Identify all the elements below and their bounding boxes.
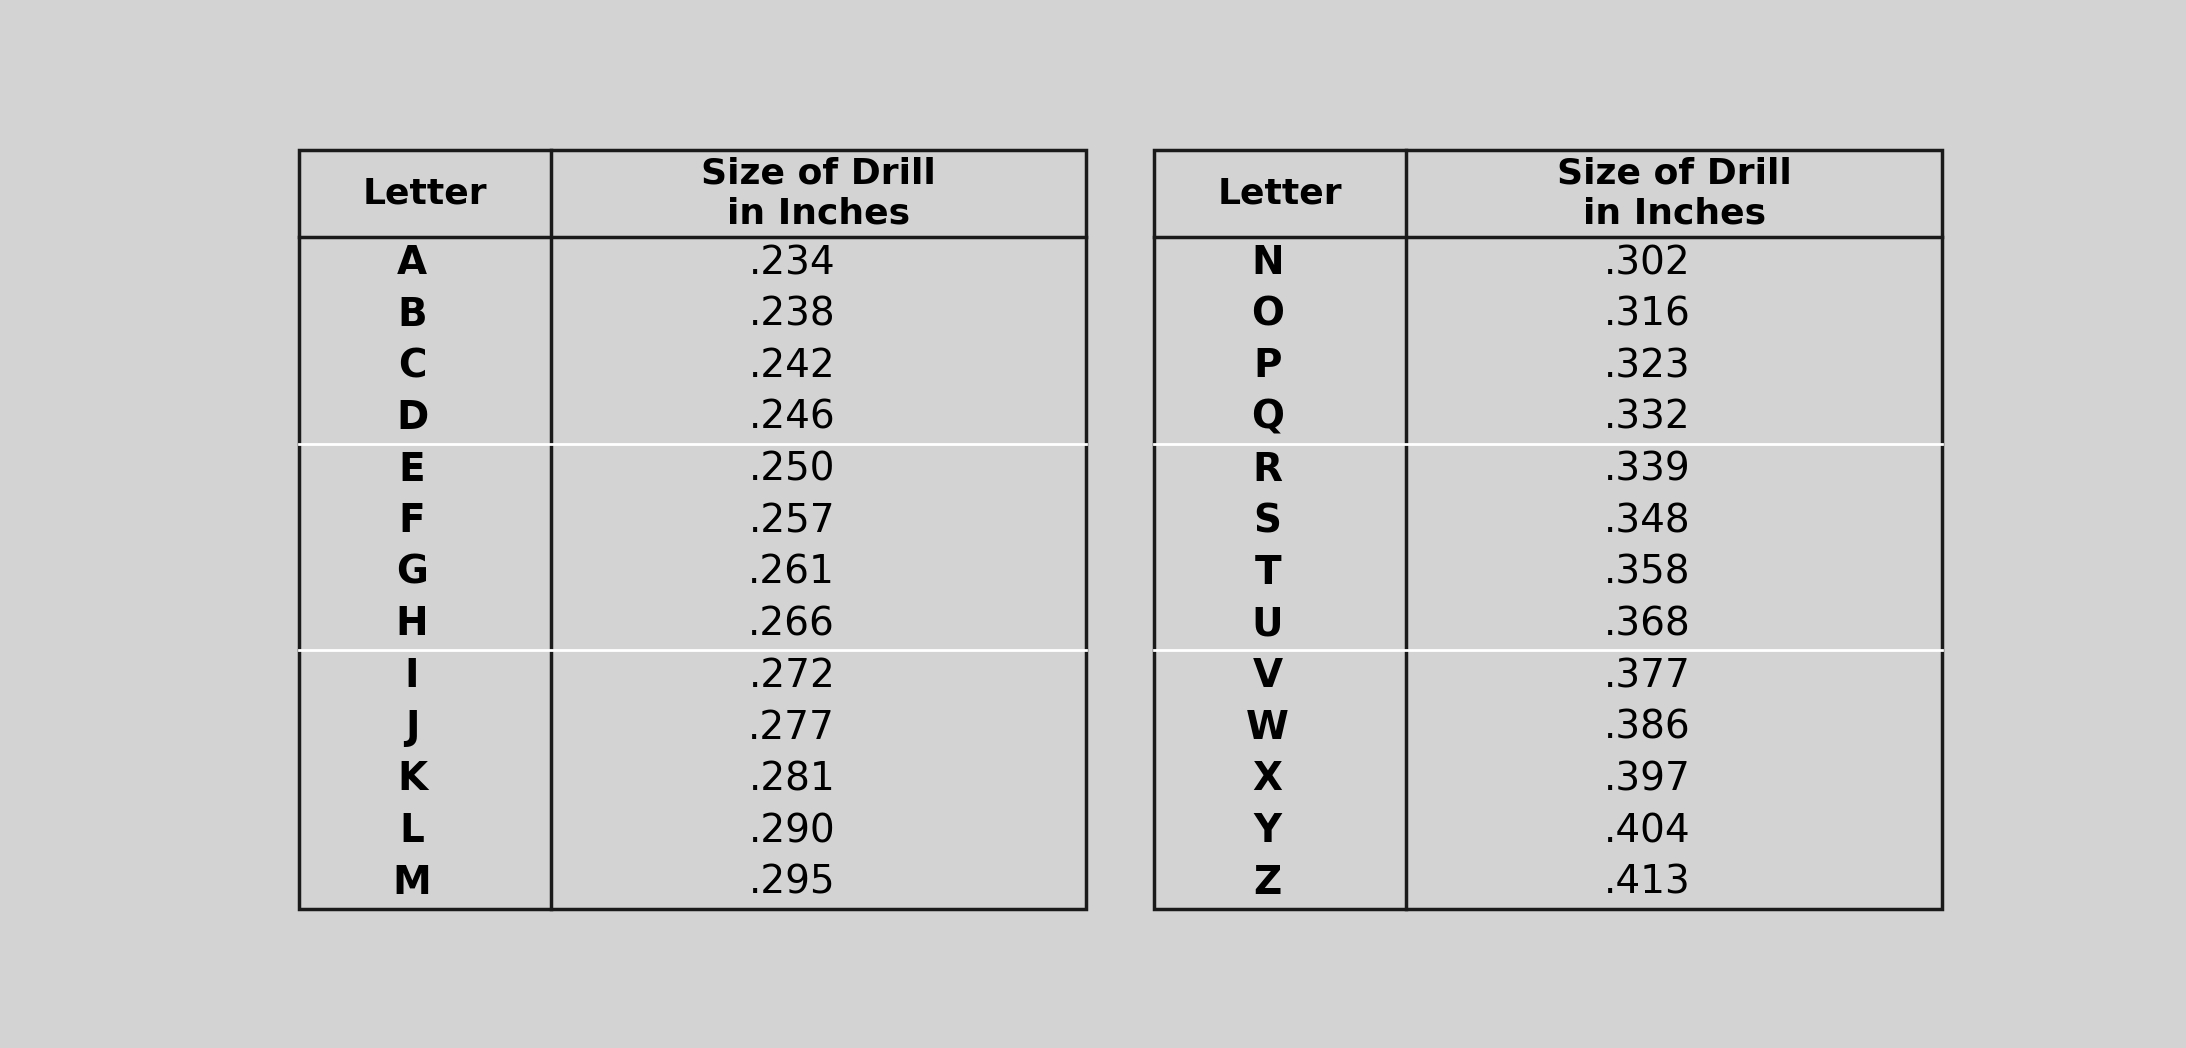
Text: .358: .358: [1605, 553, 1690, 592]
Text: F: F: [398, 502, 426, 540]
Text: .339: .339: [1605, 451, 1690, 488]
Text: M: M: [393, 864, 431, 901]
Text: .332: .332: [1605, 399, 1690, 437]
Text: .250: .250: [748, 451, 835, 488]
Text: T: T: [1255, 553, 1281, 592]
Text: .277: .277: [748, 708, 835, 747]
Bar: [1154, 150, 1941, 909]
Text: .238: .238: [748, 296, 835, 333]
Text: .290: .290: [748, 812, 835, 850]
Text: I: I: [404, 657, 420, 695]
Text: .281: .281: [748, 761, 835, 799]
Text: P: P: [1253, 347, 1281, 386]
Text: .397: .397: [1605, 761, 1690, 799]
Text: .348: .348: [1605, 502, 1690, 540]
Text: H: H: [396, 606, 428, 643]
Text: G: G: [396, 553, 428, 592]
Text: .295: .295: [748, 864, 835, 901]
Text: .257: .257: [748, 502, 835, 540]
Text: V: V: [1253, 657, 1283, 695]
Text: Letter: Letter: [1218, 176, 1342, 211]
Text: .246: .246: [748, 399, 835, 437]
Text: J: J: [404, 708, 420, 747]
Text: B: B: [398, 296, 426, 333]
Text: R: R: [1253, 451, 1283, 488]
Text: N: N: [1250, 244, 1283, 282]
Text: .242: .242: [748, 347, 835, 386]
Text: .302: .302: [1605, 244, 1690, 282]
Text: X: X: [1253, 761, 1283, 799]
Text: D: D: [396, 399, 428, 437]
Text: .261: .261: [748, 553, 835, 592]
Text: .272: .272: [748, 657, 835, 695]
Text: A: A: [398, 244, 426, 282]
Text: .404: .404: [1605, 812, 1690, 850]
Text: Letter: Letter: [363, 176, 487, 211]
Text: K: K: [398, 761, 426, 799]
Text: .266: .266: [748, 606, 835, 643]
Text: S: S: [1253, 502, 1281, 540]
Text: .368: .368: [1605, 606, 1690, 643]
Text: .234: .234: [748, 244, 835, 282]
Text: Size of Drill
in Inches: Size of Drill in Inches: [702, 157, 936, 231]
Text: Y: Y: [1253, 812, 1281, 850]
Text: O: O: [1250, 296, 1283, 333]
Text: .386: .386: [1605, 708, 1690, 747]
Text: E: E: [398, 451, 426, 488]
Text: L: L: [400, 812, 424, 850]
Text: W: W: [1246, 708, 1290, 747]
Text: .316: .316: [1605, 296, 1690, 333]
Text: C: C: [398, 347, 426, 386]
Bar: [299, 150, 1086, 909]
Text: .323: .323: [1605, 347, 1690, 386]
Text: Q: Q: [1250, 399, 1283, 437]
Text: .377: .377: [1605, 657, 1690, 695]
Text: Size of Drill
in Inches: Size of Drill in Inches: [1556, 157, 1793, 231]
Text: Z: Z: [1253, 864, 1281, 901]
Text: U: U: [1253, 606, 1283, 643]
Text: .413: .413: [1605, 864, 1690, 901]
